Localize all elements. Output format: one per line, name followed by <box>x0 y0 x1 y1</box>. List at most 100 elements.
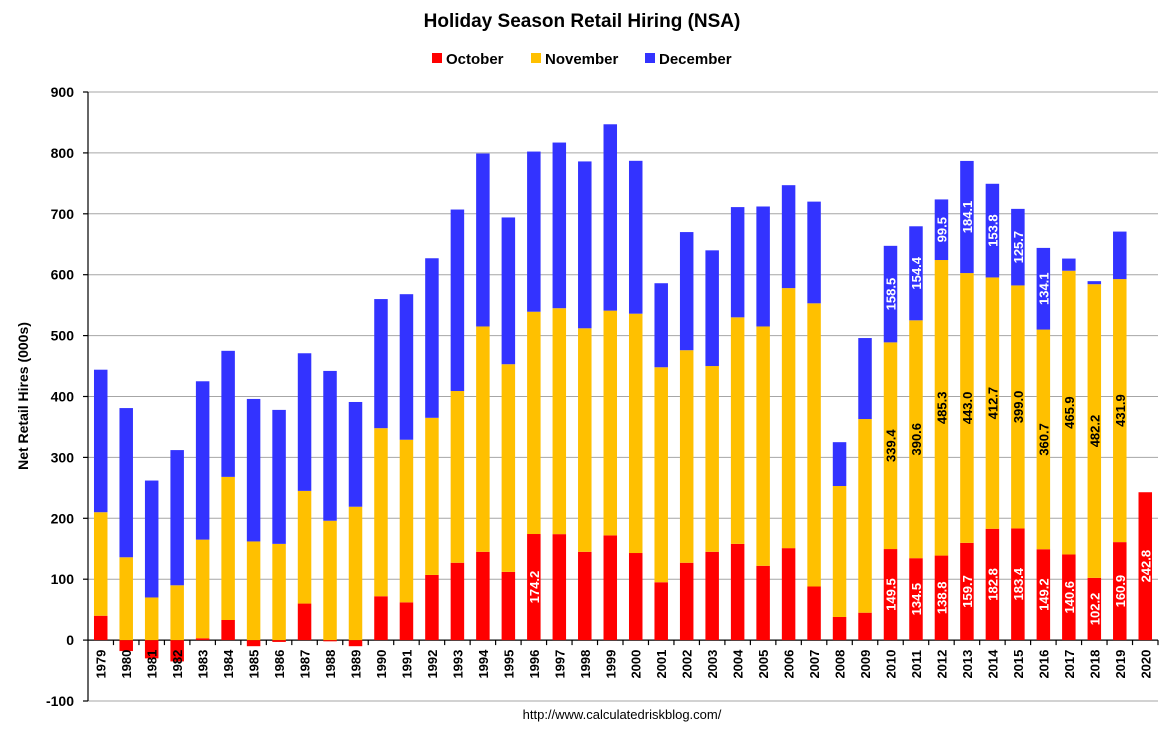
bar-november-1991 <box>399 439 414 603</box>
data-label-december-2015: 125.7 <box>1011 231 1026 264</box>
bar-october-2001 <box>654 582 668 641</box>
data-label-november-2017: 465.9 <box>1062 396 1077 429</box>
bar-november-2007 <box>807 303 821 587</box>
bar-december-2005 <box>756 206 770 327</box>
bar-october-1993 <box>450 562 465 641</box>
bar-december-1993 <box>450 209 465 392</box>
legend-label-december: December <box>659 51 732 68</box>
bar-december-2011 <box>909 226 923 321</box>
bar-october-2017 <box>1062 554 1076 641</box>
bar-december-2013 <box>960 160 974 274</box>
bar-november-1986 <box>272 543 286 641</box>
x-tick-label-2004: 2004 <box>731 649 746 679</box>
y-tick-label: 300 <box>51 449 75 465</box>
bar-october-1992 <box>425 574 439 641</box>
data-label-november-2010: 339.4 <box>884 429 899 462</box>
y-tick-label: -100 <box>46 693 74 709</box>
x-tick-label-2019: 2019 <box>1113 650 1128 679</box>
bar-november-1990 <box>374 428 388 597</box>
bar-november-2008 <box>832 486 847 617</box>
data-label-october-1996: 174.2 <box>527 571 542 604</box>
data-label-december-2016: 134.1 <box>1036 272 1051 305</box>
bar-december-2010 <box>883 245 898 343</box>
bar-december-2015 <box>1011 208 1025 286</box>
bar-october-2012 <box>934 555 949 641</box>
data-label-october-2016: 149.2 <box>1036 578 1051 611</box>
data-label-november-2015: 399.0 <box>1011 391 1026 424</box>
x-tick-label-1994: 1994 <box>476 649 491 679</box>
bar-october-1998 <box>578 551 592 641</box>
bar-november-2015 <box>1011 285 1025 529</box>
bar-december-1991 <box>399 294 414 440</box>
bar-december-1980 <box>119 408 133 558</box>
y-tick-label: 100 <box>51 571 75 587</box>
bar-october-1981 <box>144 640 159 659</box>
x-tick-label-1999: 1999 <box>603 650 618 679</box>
bar-november-2013 <box>960 273 974 543</box>
bar-december-1994 <box>476 153 490 327</box>
bar-december-2019 <box>1113 231 1127 280</box>
bar-october-2003 <box>705 551 719 641</box>
data-label-november-2013: 443.0 <box>960 392 975 425</box>
bar-november-1985 <box>246 541 261 641</box>
bar-october-2000 <box>628 553 643 641</box>
x-tick-label-2012: 2012 <box>934 650 949 679</box>
y-tick-label: 700 <box>51 206 75 222</box>
data-label-october-2014: 182.8 <box>985 568 1000 601</box>
bar-december-1982 <box>170 450 184 586</box>
bar-november-2005 <box>756 326 770 566</box>
x-tick-label-2011: 2011 <box>909 650 924 678</box>
x-tick-label-1985: 1985 <box>247 650 262 679</box>
data-label-december-2010: 158.5 <box>884 278 899 311</box>
bar-december-2012 <box>934 199 949 261</box>
bar-december-1995 <box>501 217 516 365</box>
bar-november-2018 <box>1087 284 1102 578</box>
bar-october-1995 <box>501 571 516 641</box>
bar-october-2015 <box>1011 528 1025 641</box>
x-tick-label-2003: 2003 <box>705 650 720 679</box>
legend-label-november: November <box>545 51 619 68</box>
source-url: http://www.calculatedriskblog.com/ <box>523 707 722 722</box>
y-tick-label: 400 <box>51 389 75 405</box>
data-label-october-2019: 160.9 <box>1113 575 1128 608</box>
bar-october-1987 <box>297 603 312 641</box>
x-tick-label-2009: 2009 <box>858 650 873 679</box>
bar-december-1985 <box>246 398 261 542</box>
bar-october-1999 <box>603 535 618 641</box>
bar-november-1989 <box>348 506 363 641</box>
x-tick-label-1981: 1981 <box>145 650 160 679</box>
x-tick-label-2006: 2006 <box>782 650 797 679</box>
bar-october-2019 <box>1113 542 1127 641</box>
x-tick-label-1998: 1998 <box>578 650 593 679</box>
bar-december-2007 <box>807 201 821 304</box>
bar-december-1990 <box>374 299 388 429</box>
bar-october-2006 <box>781 548 796 641</box>
bar-october-2011 <box>909 558 923 641</box>
bar-november-1988 <box>323 520 337 641</box>
bar-november-2001 <box>654 367 668 583</box>
x-tick-label-1991: 1991 <box>399 650 414 679</box>
bar-october-1983 <box>195 638 210 641</box>
data-label-october-2020: 242.8 <box>1138 550 1153 583</box>
x-tick-label-2008: 2008 <box>833 650 848 679</box>
legend: October November December <box>432 51 732 68</box>
bar-october-1980 <box>119 640 133 652</box>
bar-october-2020 <box>1138 492 1153 641</box>
bar-november-2006 <box>781 288 796 549</box>
bar-december-1984 <box>221 350 235 477</box>
bar-december-2004 <box>730 207 745 318</box>
bar-november-1998 <box>578 328 592 552</box>
x-tick-label-2007: 2007 <box>807 650 822 679</box>
bar-october-1982 <box>170 640 184 662</box>
data-label-november-2011: 390.6 <box>909 423 924 456</box>
x-tick-label-2005: 2005 <box>756 650 771 679</box>
x-tick-label-1995: 1995 <box>501 650 516 679</box>
x-tick-label-1993: 1993 <box>450 650 465 679</box>
y-axis-label: Net Retail Hires (000s) <box>15 322 31 470</box>
bar-november-2009 <box>858 419 872 613</box>
data-label-october-2013: 159.7 <box>960 575 975 608</box>
y-tick-label: 900 <box>51 84 75 100</box>
x-tick-label-2016: 2016 <box>1036 650 1051 679</box>
data-label-november-2014: 412.7 <box>985 387 1000 420</box>
x-tick-label-2020: 2020 <box>1138 650 1153 679</box>
